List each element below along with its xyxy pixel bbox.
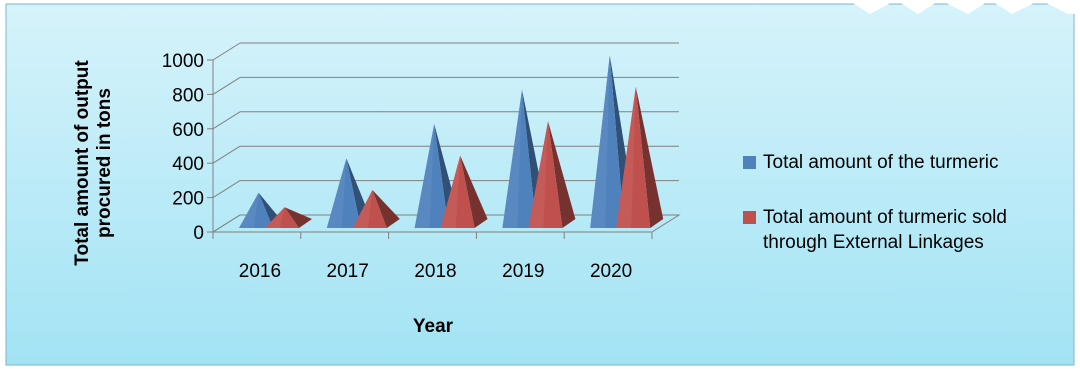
pyramid-highlight xyxy=(616,86,636,228)
legend-label: Total amount of the turmeric xyxy=(763,152,999,173)
pyramid-highlight xyxy=(265,207,285,228)
y-axis-title: Total amount of outputprocured in tons xyxy=(72,60,115,266)
pyramid-highlight xyxy=(239,192,259,228)
gridline-diagonal xyxy=(212,145,241,164)
pyramid-highlight xyxy=(440,155,461,228)
pyramid-bar xyxy=(265,207,312,228)
y-tick-label: 800 xyxy=(172,85,204,106)
legend: Total amount of the turmeric Total amount… xyxy=(743,152,1007,253)
floor-plane xyxy=(211,214,681,233)
corner-decoration xyxy=(848,0,1080,14)
pyramid-highlight xyxy=(528,121,548,228)
pyramid-highlight xyxy=(590,55,610,229)
pyramid-side-face xyxy=(372,190,400,228)
x-tick-label: 2020 xyxy=(590,261,632,282)
x-tick-label: 2019 xyxy=(502,261,544,282)
y-tick-label: 1000 xyxy=(162,51,204,72)
y-axis-title-line: procured in tons xyxy=(94,88,115,238)
gridline-diagonal xyxy=(212,76,241,95)
legend-swatch xyxy=(743,156,756,169)
y-tick-label: 200 xyxy=(172,189,204,210)
pyramid-side-face xyxy=(635,86,664,228)
legend-item: Total amount of turmeric sold through Ext… xyxy=(743,207,1007,253)
pyramid-highlight xyxy=(414,124,435,228)
gridline-diagonal xyxy=(212,180,241,199)
legend-label: through External Linkages xyxy=(763,232,984,253)
x-tick-labels: 2016 2017 2018 2019 2020 xyxy=(239,261,632,282)
pyramid-bar xyxy=(352,190,400,228)
x-tick-label: 2018 xyxy=(414,261,456,282)
y-tick-label: 0 xyxy=(193,223,204,244)
pyramid-bar xyxy=(616,86,664,228)
pyramid-highlight xyxy=(326,158,347,228)
x-tick-label: 2016 xyxy=(239,261,281,282)
pyramid-side-face xyxy=(548,121,576,228)
chart-floor xyxy=(211,214,681,233)
y-tick-labels: 0 200 400 600 800 1000 xyxy=(162,51,204,244)
y-axis-title-line: Total amount of output xyxy=(72,60,93,266)
pyramid-side-face xyxy=(460,155,488,228)
pyramid-side-face xyxy=(284,207,312,228)
legend-swatch xyxy=(743,211,756,224)
pyramid-highlight xyxy=(352,190,373,228)
legend-label: Total amount of turmeric sold xyxy=(763,207,1007,228)
y-tick-label: 400 xyxy=(172,154,204,175)
pyramid-bar xyxy=(528,121,576,228)
legend-item: Total amount of the turmeric xyxy=(743,152,999,173)
pyramid-highlight xyxy=(502,89,522,228)
pyramid-bar xyxy=(440,155,488,228)
pyramid-bars xyxy=(239,55,664,229)
y-tick-label: 600 xyxy=(172,120,204,141)
x-axis-title: Year xyxy=(413,316,454,337)
x-tick-label: 2017 xyxy=(327,261,369,282)
gridline-diagonal xyxy=(212,111,241,130)
gridline-diagonal xyxy=(212,42,241,61)
